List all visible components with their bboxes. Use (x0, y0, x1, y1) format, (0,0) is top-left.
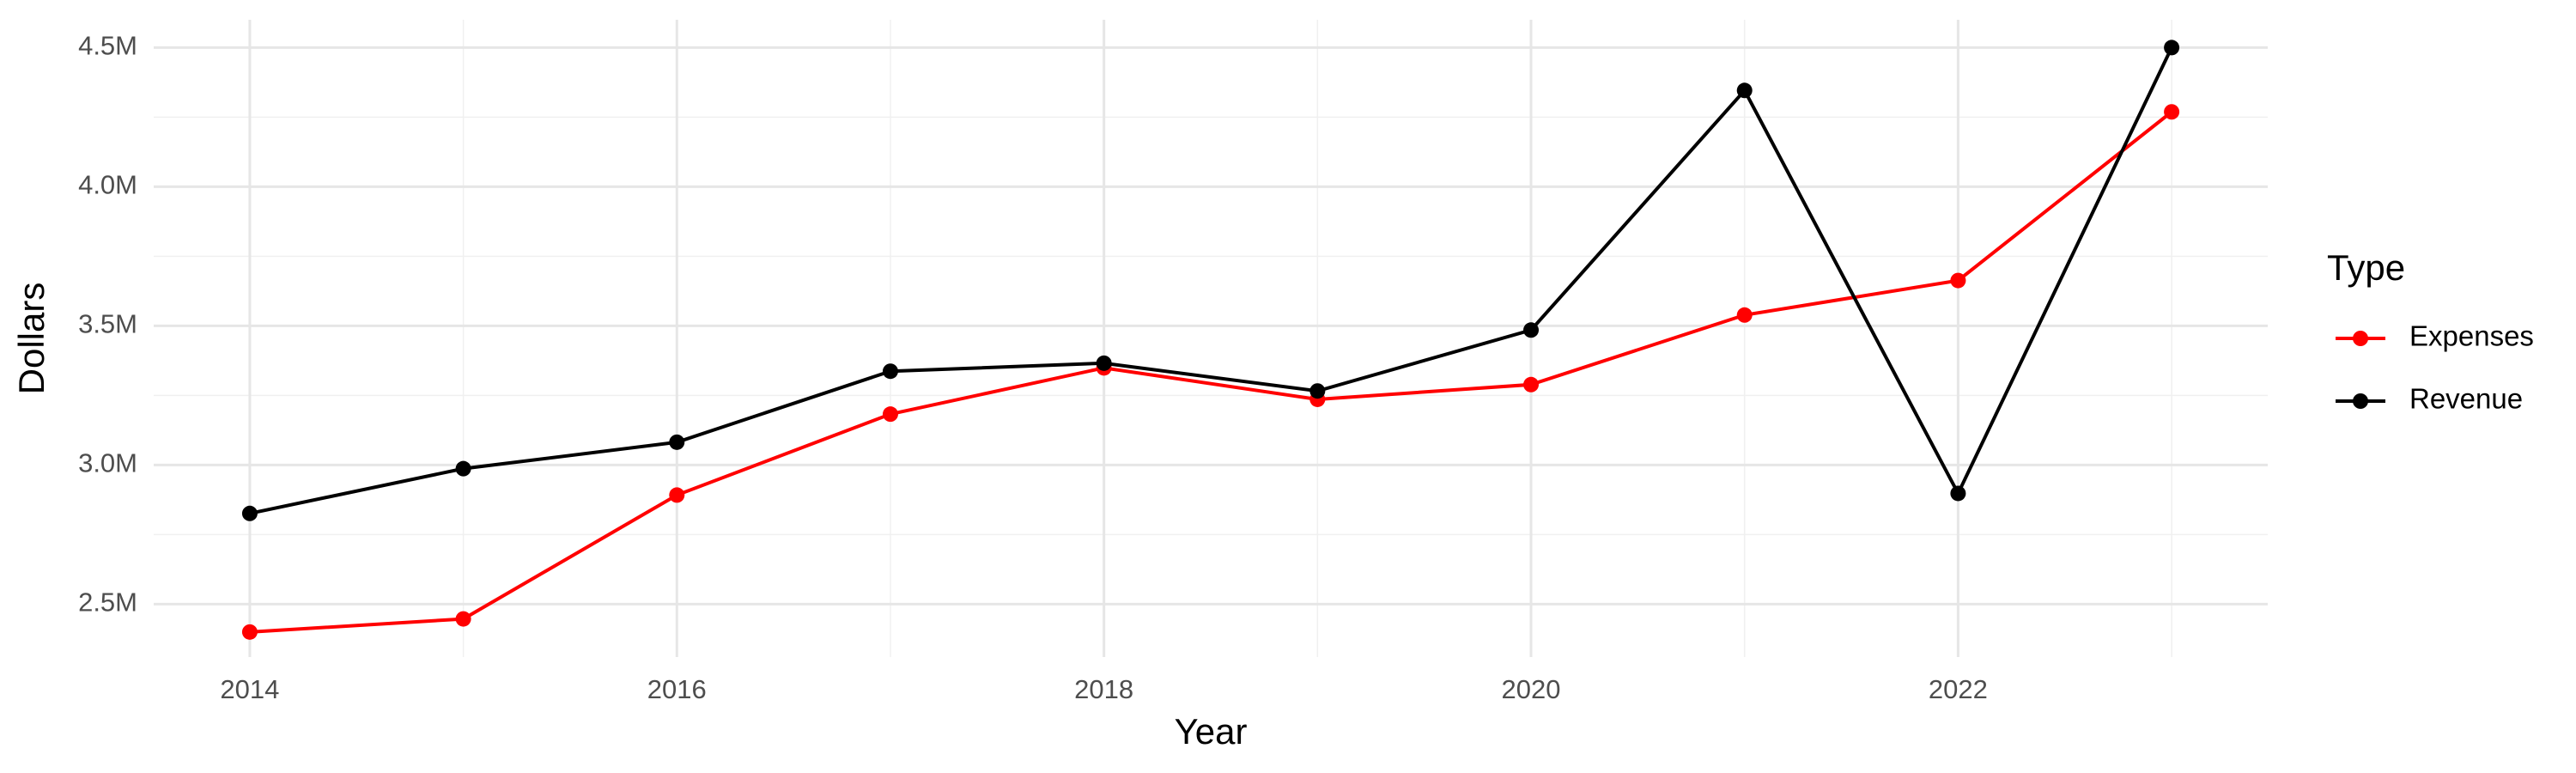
legend-key-point (2353, 331, 2368, 346)
data-point (455, 460, 471, 477)
x-tick-label: 2020 (1502, 674, 1561, 704)
y-tick-label: 4.0M (78, 170, 137, 200)
data-point (241, 505, 258, 521)
data-point (1523, 322, 1540, 338)
data-point (1523, 376, 1540, 393)
x-axis-title: Year (1175, 711, 1248, 752)
data-point (2164, 104, 2180, 120)
data-point (241, 624, 258, 640)
x-tick-label: 2016 (647, 674, 707, 704)
x-tick-label: 2022 (1929, 674, 1988, 704)
x-tick-label: 2018 (1074, 674, 1133, 704)
data-point (2164, 40, 2180, 56)
y-tick-label: 3.5M (78, 309, 137, 339)
legend-key-point (2353, 393, 2368, 409)
legend-label: Revenue (2409, 383, 2523, 415)
series-line (249, 46, 2173, 515)
data-point (1736, 307, 1753, 323)
x-tick-label: 2014 (220, 674, 279, 704)
y-tick-label: 4.5M (78, 31, 137, 61)
data-point (882, 406, 898, 423)
y-tick-label: 3.0M (78, 448, 137, 478)
plot (241, 40, 2180, 640)
data-point (882, 363, 898, 380)
y-tick-label: 2.5M (78, 587, 137, 618)
data-point (669, 487, 685, 503)
data-point (1736, 82, 1753, 99)
data-point (1096, 355, 1112, 371)
series-line (249, 110, 2173, 634)
data-point (1950, 272, 1966, 289)
legend-label: Expenses (2409, 320, 2534, 352)
legend-title: Type (2327, 247, 2405, 288)
data-point (669, 434, 685, 450)
data-point (1950, 485, 1966, 502)
y-axis-title: Dollars (11, 283, 52, 395)
data-point (455, 611, 471, 627)
grid (154, 20, 2268, 657)
data-point (1309, 383, 1326, 399)
